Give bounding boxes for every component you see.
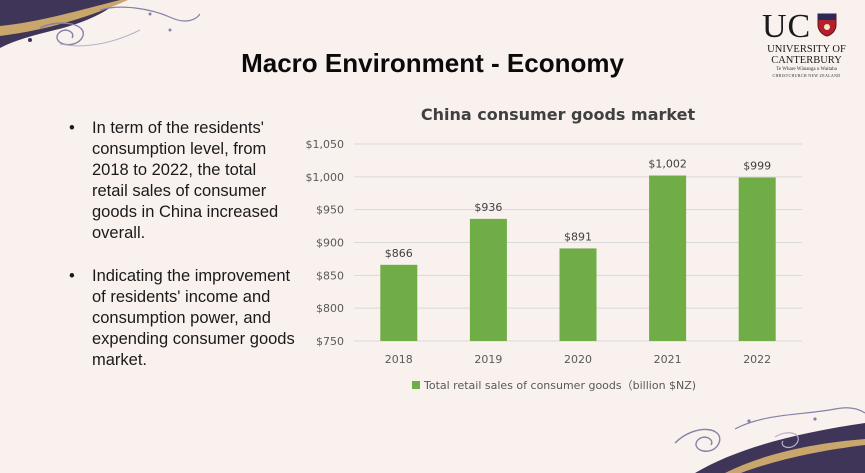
bullet-symbol: • [69,119,75,137]
bullet-symbol: • [69,267,75,285]
y-tick-label: $750 [316,335,344,348]
bullet-item: • In term of the residents' consumption … [66,118,296,244]
bar [738,177,776,341]
logo-letters: UC [762,8,812,45]
y-tick-label: $950 [316,204,344,217]
crest-icon [817,13,837,37]
x-tick-label: 2018 [385,353,413,366]
data-label: $999 [743,159,771,172]
bullet-item: • Indicating the improvement of resident… [66,266,296,371]
x-tick-label: 2019 [474,353,502,366]
logo-line-maori: Te Whare Wānanga o Waitaha [776,67,837,72]
bar [559,248,597,341]
bar [649,175,687,341]
bar-chart: China consumer goods market $750 $800 $850 $… [306,105,802,392]
y-tick-label: $1,000 [306,171,345,184]
logo-line-location: CHRISTCHURCH NEW ZEALAND [772,73,841,78]
x-tick-label: 2020 [564,353,592,366]
university-logo: UC UNIVERSITY OF CANTERBURY Te Whare Wān… [754,8,859,88]
y-tick-label: $1,050 [306,138,345,151]
data-label: $1,002 [648,158,687,171]
legend-label: Total retail sales of consumer goods（bil… [423,379,696,392]
logo-line-canterbury: CANTERBURY [771,55,842,66]
decorative-swirl-bottom-right [674,407,865,473]
x-tick-label: 2021 [654,353,682,366]
x-tick-label: 2022 [743,353,771,366]
bullet-text: In term of the residents' consumption le… [92,119,279,242]
data-label: $891 [564,230,592,243]
decorative-swirl-top-left [0,0,200,48]
slide-title: Macro Environment - Economy [241,48,624,78]
y-tick-label: $900 [316,237,344,250]
data-label: $866 [385,247,413,260]
chart-title: China consumer goods market [421,105,696,124]
data-label: $936 [474,201,502,214]
bullet-list: • In term of the residents' consumption … [66,118,296,371]
logo-line-university-of: UNIVERSITY OF [767,44,846,55]
y-tick-label: $800 [316,302,344,315]
bar [380,264,418,341]
y-tick-label: $850 [316,269,344,282]
bar [469,218,507,341]
legend-swatch [412,381,420,389]
bullet-text: Indicating the improvement of residents'… [92,267,295,369]
